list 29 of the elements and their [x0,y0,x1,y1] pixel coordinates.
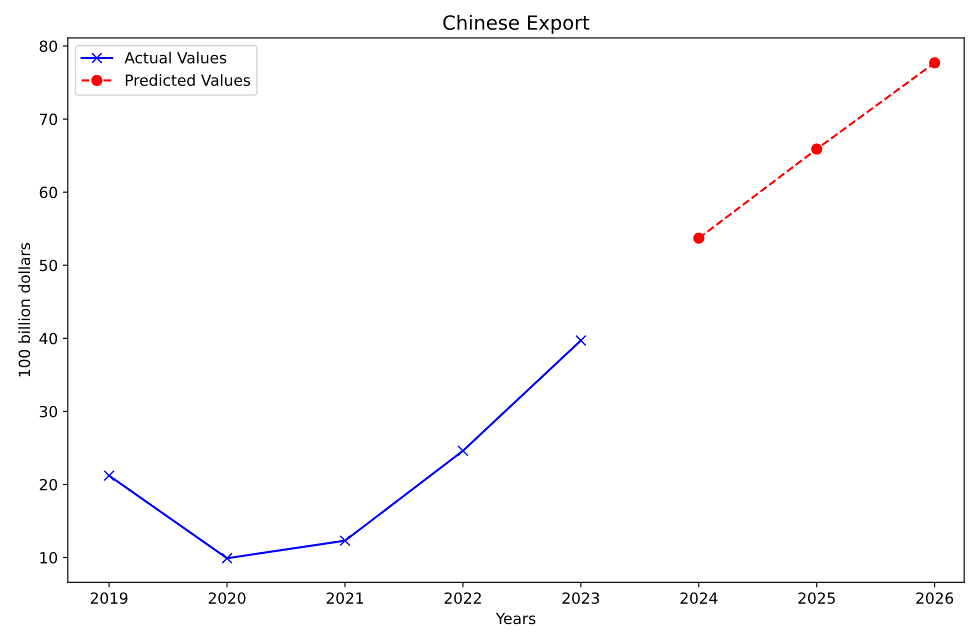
point [221,552,233,564]
x-tick-label: 2026 [916,592,954,604]
x-tick-label: 2019 [90,592,128,604]
point [575,334,586,346]
chart-title: Chinese Export [443,14,590,34]
y-tick-label: 20 [40,478,58,490]
point [693,232,704,244]
y-tick-label: 70 [40,114,58,126]
x-tick-label: 2020 [208,592,246,604]
point [339,535,351,546]
x-tick-label: 2025 [798,592,835,604]
point [929,57,940,68]
point [104,470,115,482]
point [811,143,822,155]
x-tick-label: 2022 [444,592,481,604]
y-tick-label: 50 [40,260,58,272]
y-tick-label: 40 [39,332,58,344]
x-axis-title: Years [496,612,536,624]
y-tick-label: 30 [40,406,58,418]
legend-label: Actual Values [124,52,226,64]
x-tick-label: 2021 [326,592,364,604]
point [457,445,468,456]
legend-label: Predicted Values [126,74,250,86]
y-tick-label: 80 [40,40,58,52]
y-tick-label: 60 [40,186,58,198]
x-tick-label: 2024 [680,592,718,604]
y-axis-title: 100 billion dollars [18,243,30,376]
y-tick-label: 10 [40,552,58,564]
x-tick-label: 2023 [562,592,600,604]
